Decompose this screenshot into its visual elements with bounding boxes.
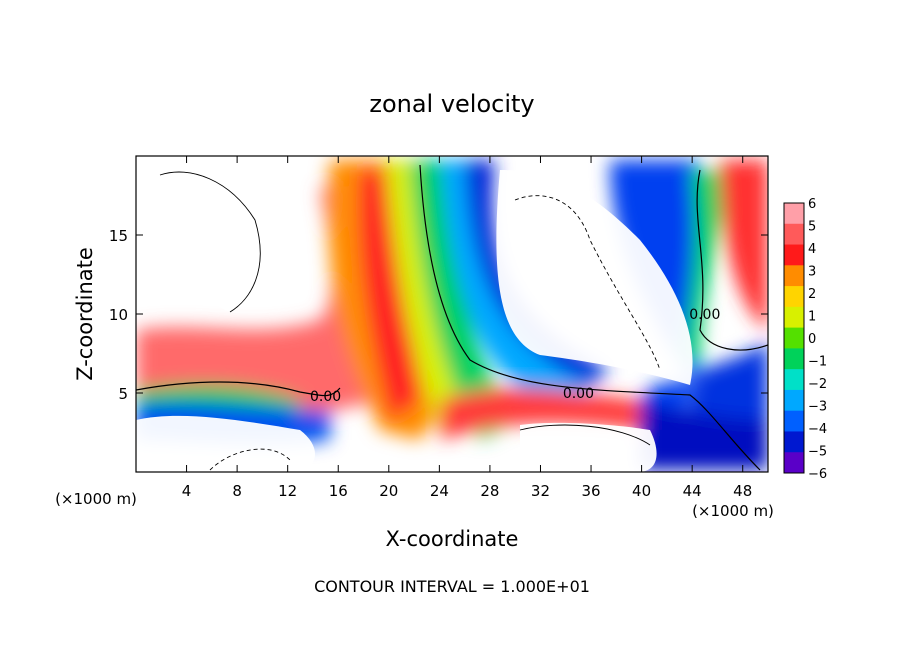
y-tick-label: 15 (109, 227, 128, 245)
colorbar-swatch (784, 286, 804, 308)
x-tick-label: 28 (480, 482, 499, 500)
colorbar-label: 4 (808, 242, 816, 257)
colorbar-label: 0 (808, 332, 816, 347)
colorbar-label: −1 (808, 355, 827, 370)
colorbar-label: 2 (808, 287, 816, 302)
colorbar-label: −6 (808, 467, 827, 482)
colorbar-swatch (784, 348, 804, 370)
x-tick-label: 12 (278, 482, 297, 500)
x-tick-label: 8 (232, 482, 242, 500)
colorbar-swatch (784, 265, 804, 287)
colorbar-swatch (784, 223, 804, 246)
colorbar-label: 1 (808, 310, 816, 325)
x-unit-right: (×1000 m) (692, 502, 774, 520)
colorbar-label: 5 (808, 220, 816, 235)
colorbar-swatch (784, 410, 804, 432)
x-tick-label: 16 (329, 482, 348, 500)
velocity-field (136, 156, 768, 472)
x-tick-label: 48 (733, 482, 752, 500)
colorbar-label: −5 (808, 445, 827, 460)
colorbar-label: −3 (808, 400, 827, 415)
colorbar-label: 6 (808, 197, 816, 212)
contour-label: 0.00 (689, 307, 720, 323)
x-tick-label: 40 (632, 482, 651, 500)
colorbar-frame (783, 202, 805, 474)
colorbar-label: −4 (808, 422, 827, 437)
colorbar-swatch (784, 327, 804, 349)
y-tick-label: 10 (109, 306, 128, 324)
colorbar-swatch (784, 389, 804, 412)
y-axis-label: Z-coordinate (73, 247, 97, 381)
y-tick-label: 5 (118, 385, 128, 403)
x-tick-label: 24 (430, 482, 449, 500)
chart-title: zonal velocity (369, 90, 534, 118)
colorbar-label: 3 (808, 265, 816, 280)
x-unit-left: (×1000 m) (55, 490, 137, 508)
x-axis: 4 8 12 16 20 24 28 32 36 40 44 48 (182, 156, 752, 500)
x-axis-label: X-coordinate (386, 527, 519, 551)
colorbar-label: −2 (808, 377, 827, 392)
colorbar-swatch (784, 431, 804, 453)
contour-label: 0.00 (310, 389, 341, 405)
contour-labels: 0.00 0.00 0.00 (310, 307, 720, 405)
colorbar-swatch (784, 203, 804, 225)
colorbar-swatch (784, 244, 804, 266)
x-tick-label: 32 (531, 482, 550, 500)
x-tick-label: 36 (581, 482, 600, 500)
contour-interval-note: CONTOUR INTERVAL = 1.000E+01 (314, 577, 590, 596)
x-tick-label: 44 (683, 482, 702, 500)
x-tick-label: 20 (379, 482, 398, 500)
colorbar-swatch (784, 452, 804, 474)
colorbar: 6 5 4 3 2 1 0 −1 −2 −3 −4 −5 −6 (783, 197, 827, 482)
y-axis: 5 10 15 (109, 227, 768, 403)
contour-label: 0.00 (563, 386, 594, 402)
x-tick-label: 4 (182, 482, 192, 500)
colorbar-swatch (784, 369, 804, 391)
colorbar-swatch (784, 306, 804, 329)
